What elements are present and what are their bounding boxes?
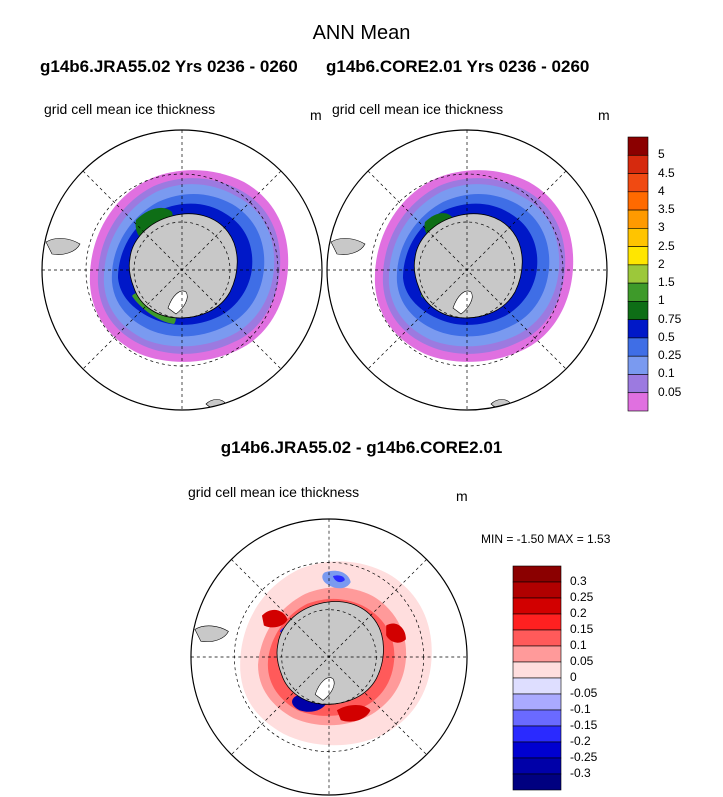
thickness-colorbar-label: 5 [658, 147, 665, 162]
difference-colorbar-swatch [512, 709, 562, 727]
difference-polar-map [190, 518, 468, 796]
thickness-colorbar-swatch [627, 154, 649, 174]
difference-colorbar-swatch [512, 645, 562, 663]
case-left-title: g14b6.JRA55.02 Yrs 0236 - 0260 [40, 57, 298, 76]
thickness-colorbar-swatch [627, 264, 649, 284]
right-map-units: m [598, 107, 610, 123]
thickness-colorbar-label: 4.5 [658, 165, 675, 180]
difference-colorbar-swatch [512, 725, 562, 743]
diff-title: g14b6.JRA55.02 - g14b6.CORE2.01 [220, 438, 503, 457]
case-right-title: g14b6.CORE2.01 Yrs 0236 - 0260 [326, 57, 590, 76]
thickness-colorbar-label: 4 [658, 183, 665, 198]
thickness-colorbar-swatch [627, 209, 649, 229]
diff-map-units: m [456, 488, 468, 504]
diff-map-variable: grid cell mean ice thickness [188, 484, 360, 500]
diff-stats: MIN = -1.50 MAX = 1.53 [481, 532, 611, 546]
thickness-colorbar-swatch [627, 337, 649, 357]
thickness-colorbar-label: 0.5 [658, 329, 675, 344]
thickness-colorbar-swatch [627, 173, 649, 193]
thickness-colorbar-label: 0.75 [658, 311, 682, 326]
difference-colorbar-swatch [512, 597, 562, 615]
thickness-colorbar-label: 0.05 [658, 384, 682, 399]
left-map-variable: grid cell mean ice thickness [44, 101, 216, 117]
thickness-colorbar-label: 2.5 [658, 238, 675, 253]
difference-colorbar-label: -0.2 [570, 734, 591, 748]
difference-colorbar-label: -0.3 [570, 766, 591, 780]
thickness-colorbar-swatch [627, 282, 649, 302]
thickness-colorbar-swatch [627, 355, 649, 375]
difference-colorbar-label: -0.15 [570, 718, 598, 732]
thickness-colorbar-label: 3.5 [658, 202, 675, 217]
difference-colorbar-label: 0.15 [570, 622, 594, 636]
page-title: ANN Mean [312, 22, 411, 44]
difference-colorbar-label: -0.25 [570, 750, 598, 764]
thickness-colorbar-swatch [627, 136, 649, 156]
difference-colorbar-swatch [512, 693, 562, 711]
left-polar-map [41, 129, 323, 411]
left-map-units: m [310, 107, 322, 123]
thickness-colorbar-label: 2 [658, 256, 665, 271]
difference-colorbar-label: 0.3 [570, 574, 587, 588]
difference-colorbar-swatch [512, 565, 562, 583]
thickness-colorbar-label: 1.5 [658, 275, 675, 290]
difference-colorbar-swatches [512, 565, 562, 791]
difference-colorbar-label: 0.25 [570, 590, 594, 604]
thickness-colorbar-swatch [627, 191, 649, 211]
difference-colorbar-swatch [512, 741, 562, 759]
difference-colorbar-swatch [512, 613, 562, 631]
thickness-colorbar-label: 0.1 [658, 366, 675, 381]
thickness-colorbar-swatch [627, 301, 649, 320]
difference-colorbar-label: -0.1 [570, 702, 591, 716]
thickness-colorbar-label: 3 [658, 220, 665, 235]
difference-colorbar-label: 0.1 [570, 638, 587, 652]
difference-colorbar-swatch [512, 757, 562, 775]
difference-colorbar-swatch [512, 677, 562, 695]
thickness-colorbar-label: 1 [658, 293, 665, 308]
thickness-colorbar-swatch [627, 246, 649, 266]
right-map-variable: grid cell mean ice thickness [332, 101, 504, 117]
difference-colorbar-swatch [512, 581, 562, 599]
thickness-colorbar-swatch [627, 228, 649, 247]
thickness-colorbar-label: 0.25 [658, 348, 682, 363]
difference-colorbar-swatch [512, 661, 562, 679]
difference-colorbar-label: 0.2 [570, 606, 587, 620]
difference-colorbar-label: -0.05 [570, 686, 598, 700]
thickness-colorbar-swatches [627, 136, 649, 412]
thickness-colorbar-swatch [627, 392, 649, 412]
difference-colorbar-swatch [512, 773, 562, 791]
thickness-colorbar-swatch [627, 374, 649, 394]
difference-colorbar-label: 0.05 [570, 654, 594, 668]
right-polar-map [326, 129, 608, 411]
thickness-colorbar-swatch [627, 319, 649, 339]
difference-colorbar-swatch [512, 629, 562, 647]
difference-colorbar-label: 0 [570, 670, 577, 684]
